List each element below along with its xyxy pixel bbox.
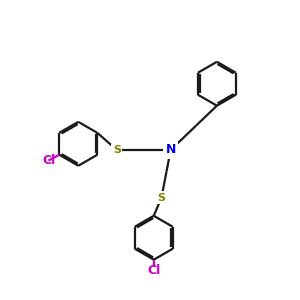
Text: Cl: Cl [43,154,56,167]
Text: S: S [113,145,121,155]
Text: S: S [158,193,166,203]
Text: Cl: Cl [147,264,160,277]
Text: N: N [166,143,176,157]
